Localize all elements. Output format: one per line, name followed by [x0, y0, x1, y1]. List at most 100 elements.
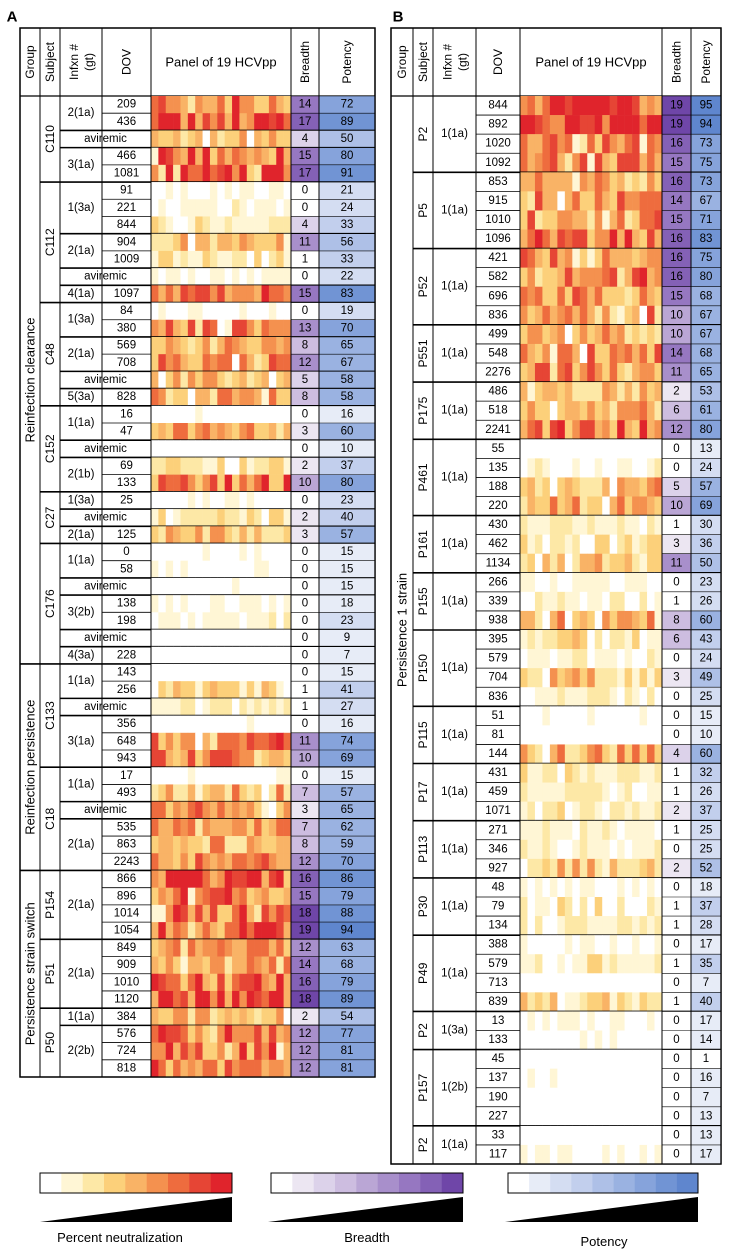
heatmap-cell [224, 956, 233, 975]
heatmap-cell [254, 887, 262, 906]
dov-value: 48 [492, 881, 505, 893]
heatmap-cell [654, 1030, 663, 1050]
breadth-cell [662, 820, 691, 840]
heatmap-cell [579, 1011, 588, 1031]
heatmap-cell [158, 1025, 167, 1043]
header-potency: Potency [340, 40, 354, 83]
heatmap-cell [579, 591, 588, 612]
potency-value: 60 [700, 748, 713, 760]
heatmap-cell [261, 164, 270, 183]
legend-swatch [189, 1173, 211, 1193]
heatmap-cell [268, 388, 277, 407]
potency-cell [691, 935, 721, 955]
heatmap-cell [579, 1030, 588, 1050]
heatmap-cell [617, 96, 625, 116]
heatmap-cell [549, 572, 558, 593]
potency-value: 81 [341, 1045, 354, 1057]
heatmap-cell [158, 715, 167, 734]
heatmap-cell [579, 134, 588, 154]
breadth-cell [662, 458, 691, 478]
heatmap-cell [632, 553, 640, 574]
potency-value: 23 [700, 576, 713, 588]
potency-cell [691, 229, 721, 249]
breadth-cell [291, 646, 319, 664]
heatmap-cell [587, 382, 596, 402]
heatmap-cell [534, 1144, 543, 1165]
breadth-cell [662, 782, 691, 802]
heatmap-cell [232, 354, 240, 372]
heatmap-cell [594, 286, 603, 307]
heatmap-cell [224, 818, 233, 837]
heatmap-cell [542, 839, 551, 860]
heatmap-cell [217, 629, 225, 648]
heatmap-cell [617, 744, 625, 764]
potency-value: 19 [341, 305, 354, 317]
potency-cell [691, 534, 721, 554]
heatmap-cell [549, 610, 558, 631]
heatmap-cell [239, 1059, 248, 1078]
potency-cell [691, 706, 721, 726]
breadth-cell [662, 439, 691, 459]
dov-value: 863 [117, 839, 136, 851]
heatmap-cell [534, 534, 543, 555]
potency-cell [319, 96, 375, 114]
heatmap-cell [276, 715, 284, 734]
potency-cell [319, 612, 375, 630]
heatmap-cell [158, 612, 167, 630]
heatmap-cell [527, 763, 536, 783]
heatmap-cell [572, 725, 581, 745]
potency-value: 71 [700, 214, 713, 226]
heatmap-cell [624, 954, 633, 974]
heatmap-cell [283, 509, 292, 527]
heatmap-cell [276, 818, 284, 837]
heatmap-cell [217, 371, 225, 389]
breadth-value: 0 [302, 632, 308, 644]
heatmap-cell [224, 939, 233, 957]
infection-label: 2(1a) [68, 968, 95, 980]
heatmap-cell [617, 153, 625, 173]
heatmap-cell [173, 336, 181, 355]
heatmap-cell [180, 250, 189, 269]
breadth-value: 11 [299, 236, 311, 248]
heatmap-cell [276, 336, 284, 355]
heatmap-cell [268, 612, 277, 630]
heatmap-cell [254, 491, 262, 510]
heatmap-cell [202, 612, 211, 630]
potency-cell [319, 698, 375, 716]
potency-value: 68 [341, 959, 354, 971]
heatmap-cell [564, 324, 573, 345]
breadth-cell [662, 1106, 691, 1126]
heatmap-cell [527, 572, 536, 593]
heatmap-cell [609, 153, 618, 173]
heatmap-cell [209, 1059, 218, 1078]
heatmap-cell [579, 1087, 588, 1108]
heatmap-cell [542, 1049, 551, 1069]
heatmap-cell [217, 543, 225, 561]
heatmap-cell [224, 681, 233, 699]
heatmap-cell [647, 839, 655, 860]
heatmap-cell [549, 267, 558, 288]
heatmap-cell [158, 853, 167, 871]
heatmap-cell [654, 496, 663, 516]
heatmap-cell [268, 939, 277, 957]
heatmap-cell [180, 887, 189, 906]
breadth-value: 0 [302, 546, 308, 558]
breadth-value: 16 [670, 233, 683, 245]
potency-value: 7 [703, 1091, 709, 1103]
heatmap-cell [276, 663, 284, 682]
potency-cell [691, 877, 721, 897]
heatmap-cell [579, 839, 588, 860]
heatmap-cell [617, 382, 625, 402]
heatmap-cell [202, 646, 211, 665]
heatmap-cell [520, 401, 528, 421]
heatmap-cell [639, 992, 648, 1012]
heatmap-cell [647, 496, 655, 516]
heatmap-cell [624, 1144, 633, 1165]
potency-cell [691, 477, 721, 497]
heatmap-cell [609, 191, 618, 211]
heatmap-cell [542, 515, 551, 535]
heatmap-cell [173, 302, 181, 321]
subject-label: P2 [416, 1023, 430, 1038]
potency-cell [319, 1008, 375, 1026]
heatmap-cell [232, 491, 240, 510]
